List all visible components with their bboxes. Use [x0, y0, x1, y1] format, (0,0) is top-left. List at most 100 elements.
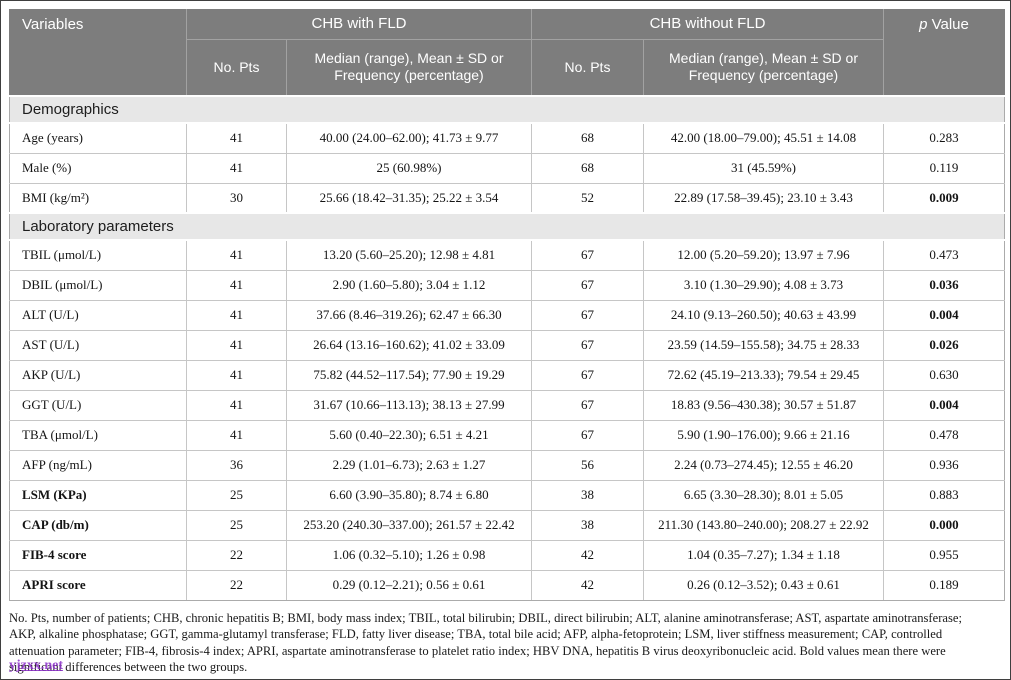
value-fld-cell: 40.00 (24.00–62.00); 41.73 ± 9.77	[286, 122, 532, 154]
no-pts-nofld-cell: 67	[531, 419, 644, 451]
value-fld-cell: 6.60 (3.90–35.80); 8.74 ± 6.80	[286, 479, 532, 511]
no-pts-nofld-cell: 68	[531, 152, 644, 184]
value-fld-cell: 1.06 (0.32–5.10); 1.26 ± 0.98	[286, 539, 532, 571]
variable-cell: CAP (db/m)	[9, 509, 187, 541]
variable-cell: Age (years)	[9, 122, 187, 154]
value-fld-cell: 25 (60.98%)	[286, 152, 532, 184]
value-nofld-cell: 2.24 (0.73–274.45); 12.55 ± 46.20	[643, 449, 884, 481]
table-row: Age (years) 41 40.00 (24.00–62.00); 41.73 …	[9, 122, 1005, 154]
no-pts-fld-cell: 41	[186, 299, 287, 331]
no-pts-nofld-cell: 38	[531, 509, 644, 541]
no-pts-fld-cell: 30	[186, 182, 287, 214]
variable-cell: AFP (ng/mL)	[9, 449, 187, 481]
value-fld-cell: 31.67 (10.66–113.13); 38.13 ± 27.99	[286, 389, 532, 421]
p-value-cell: 0.004	[883, 299, 1005, 331]
no-pts-nofld-cell: 42	[531, 569, 644, 601]
table-row: AST (U/L) 41 26.64 (13.16–160.62); 41.02 ±…	[9, 329, 1005, 361]
value-fld-cell: 13.20 (5.60–25.20); 12.98 ± 4.81	[286, 239, 532, 271]
p-value-cell: 0.478	[883, 419, 1005, 451]
value-fld-cell: 0.29 (0.12–2.21); 0.56 ± 0.61	[286, 569, 532, 601]
value-fld-cell: 37.66 (8.46–319.26); 62.47 ± 66.30	[286, 299, 532, 331]
table-row: TBA (μmol/L) 41 5.60 (0.40–22.30); 6.51 ± …	[9, 419, 1005, 451]
col-header-no-pts-nofld: No. Pts	[531, 39, 644, 97]
variable-cell: GGT (U/L)	[9, 389, 187, 421]
p-value-cell: 0.026	[883, 329, 1005, 361]
no-pts-fld-cell: 36	[186, 449, 287, 481]
value-fld-cell: 253.20 (240.30–337.00); 261.57 ± 22.42	[286, 509, 532, 541]
p-value-cell: 0.630	[883, 359, 1005, 391]
variable-cell: FIB-4 score	[9, 539, 187, 571]
value-nofld-cell: 22.89 (17.58–39.45); 23.10 ± 3.43	[643, 182, 884, 214]
no-pts-fld-cell: 22	[186, 569, 287, 601]
footnote-line: attenuation parameter; FIB-4, fibrosis-4…	[9, 643, 946, 658]
col-header-no-pts-fld: No. Pts	[186, 39, 287, 97]
no-pts-nofld-cell: 42	[531, 539, 644, 571]
p-value-cell: 0.004	[883, 389, 1005, 421]
variable-cell: AST (U/L)	[9, 329, 187, 361]
table-row: LSM (KPa) 25 6.60 (3.90–35.80); 8.74 ± 6.8…	[9, 479, 1005, 511]
variable-cell: BMI (kg/m²)	[9, 182, 187, 214]
no-pts-fld-cell: 41	[186, 239, 287, 271]
col-header-median-fld: Median (range), Mean ± SD or Frequency (…	[286, 39, 532, 97]
table-row: CAP (db/m) 25 253.20 (240.30–337.00); 261.…	[9, 509, 1005, 541]
no-pts-fld-cell: 41	[186, 359, 287, 391]
variable-cell: TBA (μmol/L)	[9, 419, 187, 451]
value-nofld-cell: 0.26 (0.12–3.52); 0.43 ± 0.61	[643, 569, 884, 601]
watermark-link[interactable]: yjzxx.net	[9, 657, 64, 673]
section-row: Demographics	[9, 95, 1005, 124]
value-nofld-cell: 6.65 (3.30–28.30); 8.01 ± 5.05	[643, 479, 884, 511]
variable-cell: LSM (KPa)	[9, 479, 187, 511]
no-pts-nofld-cell: 67	[531, 359, 644, 391]
value-nofld-cell: 211.30 (143.80–240.00); 208.27 ± 22.92	[643, 509, 884, 541]
table-row: FIB-4 score 22 1.06 (0.32–5.10); 1.26 ± 0.…	[9, 539, 1005, 571]
col-header-median-nofld: Median (range), Mean ± SD or Frequency (…	[643, 39, 884, 97]
p-value-italic-p: p	[919, 16, 928, 33]
table-body: Demographics Age (years) 41 40.00 (24.00–62…	[9, 95, 1005, 601]
col-header-variables: Variables	[9, 9, 187, 97]
no-pts-nofld-cell: 56	[531, 449, 644, 481]
no-pts-fld-cell: 22	[186, 539, 287, 571]
value-nofld-cell: 12.00 (5.20–59.20); 13.97 ± 7.96	[643, 239, 884, 271]
p-value-cell: 0.936	[883, 449, 1005, 481]
p-value-cell: 0.119	[883, 152, 1005, 184]
no-pts-fld-cell: 41	[186, 122, 287, 154]
no-pts-nofld-cell: 67	[531, 329, 644, 361]
no-pts-nofld-cell: 67	[531, 299, 644, 331]
value-nofld-cell: 1.04 (0.35–7.27); 1.34 ± 1.18	[643, 539, 884, 571]
no-pts-fld-cell: 25	[186, 479, 287, 511]
no-pts-fld-cell: 41	[186, 269, 287, 301]
footnote-line: significant differences between the two …	[9, 660, 248, 674]
col-header-chb-without-fld: CHB without FLD	[531, 9, 884, 40]
table-row: TBIL (μmol/L) 41 13.20 (5.60–25.20); 12.98…	[9, 239, 1005, 271]
p-value-label-rest: Value	[927, 16, 969, 33]
table-row: BMI (kg/m²) 30 25.66 (18.42–31.35); 25.22 …	[9, 182, 1005, 214]
variable-cell: AKP (U/L)	[9, 359, 187, 391]
no-pts-fld-cell: 41	[186, 419, 287, 451]
p-value-cell: 0.036	[883, 269, 1005, 301]
no-pts-nofld-cell: 52	[531, 182, 644, 214]
section-title: Demographics	[9, 95, 1005, 124]
p-value-cell: 0.283	[883, 122, 1005, 154]
value-nofld-cell: 72.62 (45.19–213.33); 79.54 ± 29.45	[643, 359, 884, 391]
value-fld-cell: 5.60 (0.40–22.30); 6.51 ± 4.21	[286, 419, 532, 451]
footnote-line: No. Pts, number of patients; CHB, chroni…	[9, 610, 962, 625]
table-row: GGT (U/L) 41 31.67 (10.66–113.13); 38.13 ±…	[9, 389, 1005, 421]
value-nofld-cell: 3.10 (1.30–29.90); 4.08 ± 3.73	[643, 269, 884, 301]
variable-cell: TBIL (μmol/L)	[9, 239, 187, 271]
no-pts-fld-cell: 41	[186, 389, 287, 421]
no-pts-nofld-cell: 67	[531, 389, 644, 421]
value-nofld-cell: 23.59 (14.59–155.58); 34.75 ± 28.33	[643, 329, 884, 361]
section-title: Laboratory parameters	[9, 212, 1005, 241]
no-pts-nofld-cell: 67	[531, 269, 644, 301]
no-pts-fld-cell: 41	[186, 152, 287, 184]
table-row: AFP (ng/mL) 36 2.29 (1.01–6.73); 2.63 ± 1.…	[9, 449, 1005, 481]
col-header-chb-with-fld: CHB with FLD	[186, 9, 532, 40]
footnote: No. Pts, number of patients; CHB, chroni…	[9, 610, 1004, 676]
table-row: DBIL (μmol/L) 41 2.90 (1.60–5.80); 3.04 ± …	[9, 269, 1005, 301]
value-nofld-cell: 24.10 (9.13–260.50); 40.63 ± 43.99	[643, 299, 884, 331]
clinical-characteristics-table: Variables CHB with FLD CHB without FLD p…	[9, 9, 1005, 601]
value-nofld-cell: 18.83 (9.56–430.38); 30.57 ± 51.87	[643, 389, 884, 421]
variable-cell: APRI score	[9, 569, 187, 601]
table-row: ALT (U/L) 41 37.66 (8.46–319.26); 62.47 ± …	[9, 299, 1005, 331]
